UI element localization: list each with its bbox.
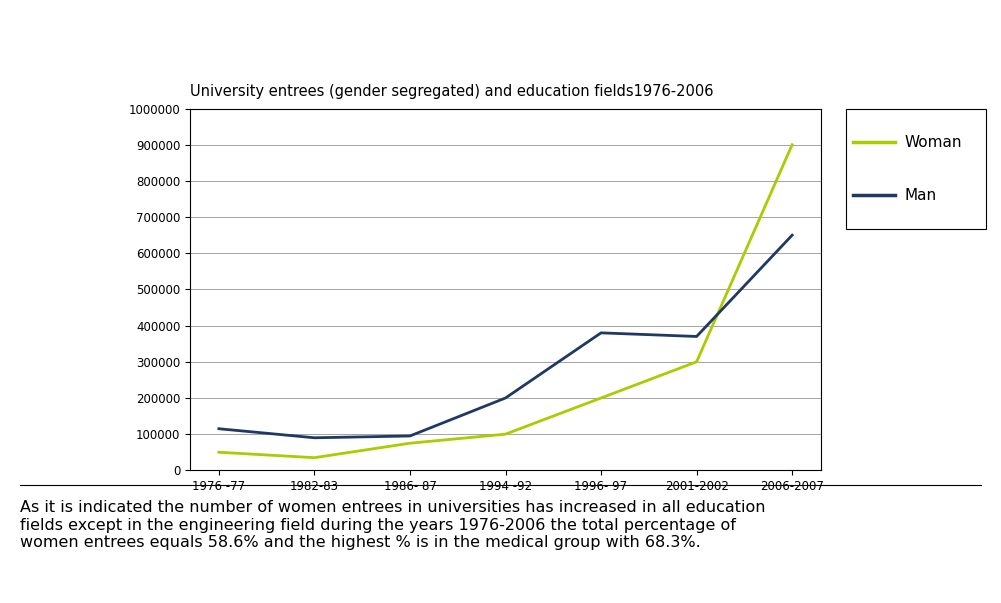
Line: Woman: Woman [219,145,792,458]
Line: Man: Man [219,235,792,438]
Text: University entrees (gender segregated) and education fields1976-2006: University entrees (gender segregated) a… [190,84,714,99]
Man [308,434,320,441]
Text: Man: Man [905,188,937,203]
Man [595,329,607,336]
Woman [308,454,320,461]
Man [213,425,225,432]
Text: As it is indicated the number of women entrees in universities has increased in : As it is indicated the number of women e… [20,500,766,551]
Man [404,432,416,440]
Woman [786,141,798,148]
Woman [499,431,512,438]
Woman [595,394,607,402]
Woman [404,440,416,447]
Woman [691,358,703,365]
Man [691,333,703,340]
Woman [213,449,225,456]
Man [499,394,512,402]
Man [786,232,798,239]
Text: Woman: Woman [905,135,962,150]
